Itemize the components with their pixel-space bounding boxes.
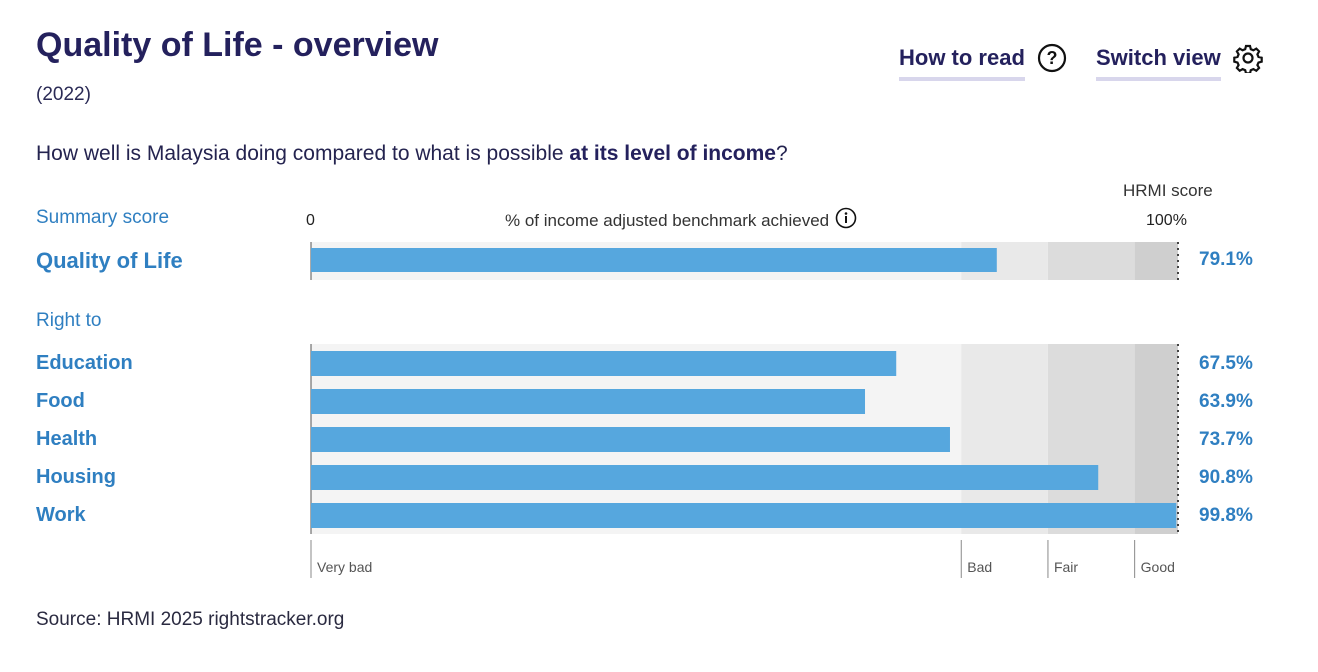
value-label-housing: 90.8% [1199,467,1253,488]
category-label-work: Work [36,504,86,526]
band-label-good: Good [1141,559,1175,575]
switch-view-label: Switch view [1096,45,1221,81]
bar-food [311,389,866,414]
switch-view-link[interactable]: Switch view [1096,38,1263,81]
question-circle-icon: ? [1037,43,1067,73]
value-label-food: 63.9% [1199,391,1253,412]
axis-hundred-label: 100% [1146,212,1187,229]
gear-icon [1232,43,1263,73]
rights-band-2 [1047,344,1135,534]
question-prefix: How well is Malaysia doing compared to w… [36,142,570,165]
page-title: Quality of Life - overview [36,26,439,64]
value-label-education: 67.5% [1199,353,1253,374]
axis-title: % of income adjusted benchmark achieved [505,207,857,234]
source-text: Source: HRMI 2025 rightstracker.org [36,609,345,630]
value-label-quality-of-life: 79.1% [1199,249,1253,270]
axis-title-text: % of income adjusted benchmark achieved [505,210,830,230]
category-label-food: Food [36,390,85,412]
svg-text:?: ? [1046,48,1057,68]
bar-housing [311,465,1099,490]
summary-band-3 [1134,242,1178,280]
category-label-housing: Housing [36,466,116,488]
year-label: (2022) [36,84,91,105]
right-to-label: Right to [36,310,102,331]
info-icon[interactable] [835,207,857,234]
bar-work [311,503,1177,528]
question-text: How well is Malaysia doing compared to w… [36,142,788,166]
bar-education [311,351,897,376]
band-label-fair: Fair [1054,559,1078,575]
summary-category-label: Quality of Life [36,248,183,273]
axis-zero-label: 0 [306,212,315,229]
category-label-health: Health [36,428,98,450]
band-label-very-bad: Very bad [317,559,372,575]
category-label-education: Education [36,352,133,374]
rights-band-1 [961,344,1048,534]
how-to-read-link[interactable]: How to read ? [899,38,1067,81]
summary-band-2 [1047,242,1135,280]
value-label-work: 99.8% [1199,505,1253,526]
how-to-read-label: How to read [899,45,1025,81]
band-label-bad: Bad [967,559,992,575]
question-suffix: ? [776,142,788,165]
rights-band-3 [1134,344,1178,534]
question-emphasis: at its level of income [569,142,776,165]
summary-score-label: Summary score [36,207,170,228]
bar-health [311,427,950,452]
hrmi-score-header: HRMI score [1123,181,1213,200]
value-label-health: 73.7% [1199,429,1253,450]
bar-quality-of-life [311,248,997,272]
